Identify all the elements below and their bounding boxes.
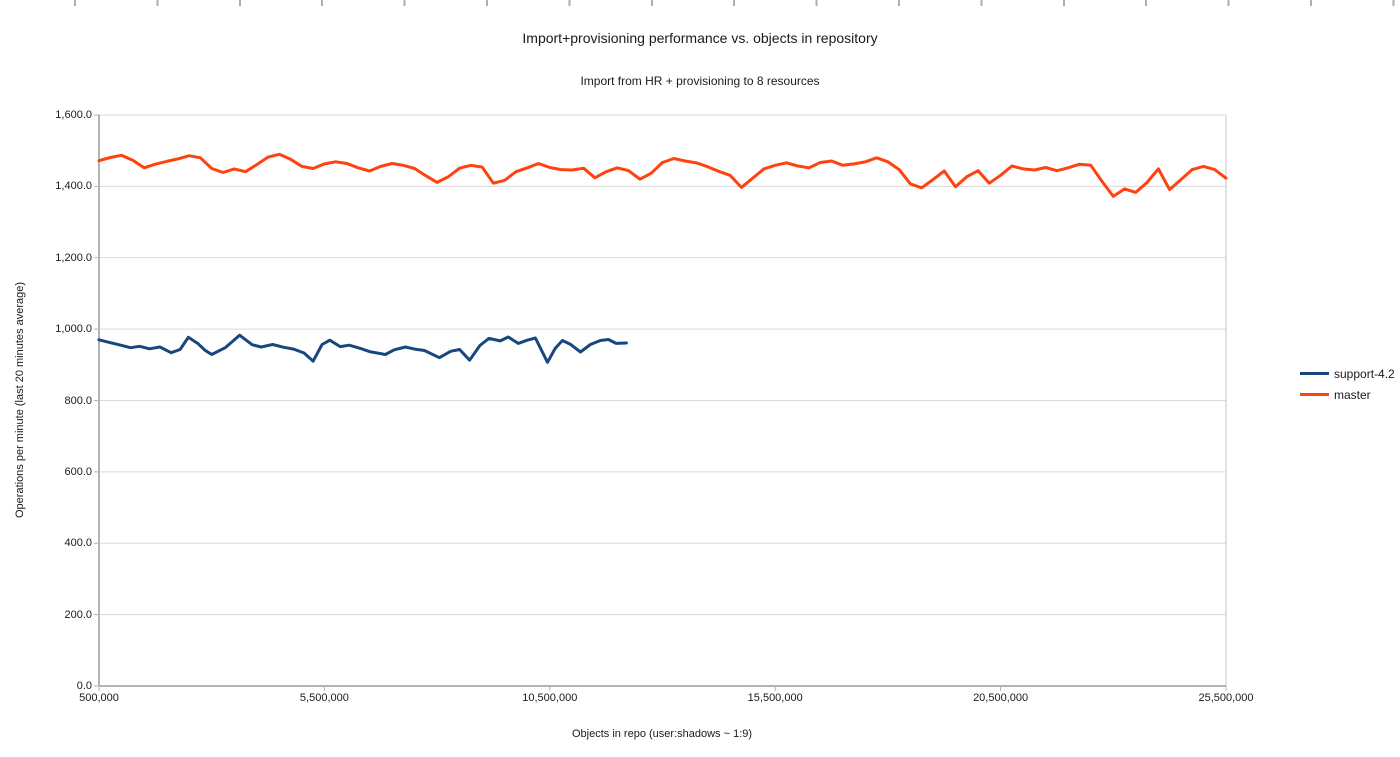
x-tick-label: 5,500,000 bbox=[299, 692, 349, 704]
y-tick-label: 0.0 bbox=[76, 680, 92, 692]
legend-label: support-4.2 bbox=[1334, 366, 1395, 381]
x-tick-label: 15,500,000 bbox=[747, 692, 803, 704]
y-tick-label: 400.0 bbox=[64, 537, 92, 550]
legend-item: support-4.2 bbox=[1300, 363, 1395, 384]
x-axis-title: Objects in repo (user:shadows ~ 1:9) bbox=[571, 728, 753, 740]
legend-swatch-master bbox=[1300, 393, 1329, 396]
legend-item: master bbox=[1300, 384, 1395, 405]
spreadsheet-column-marks bbox=[74, 0, 1400, 6]
x-tick-label: 10,500,000 bbox=[522, 692, 578, 704]
series-line-support-4.2 bbox=[97, 333, 628, 364]
x-tick-label: 20,500,000 bbox=[973, 692, 1029, 704]
y-tick-label: 200.0 bbox=[64, 608, 92, 621]
legend: support-4.2 master bbox=[1300, 363, 1395, 405]
y-tick-label: 1,200.0 bbox=[55, 251, 92, 264]
y-axis-title: Operations per minute (last 20 minutes a… bbox=[14, 281, 26, 519]
legend-label: master bbox=[1334, 387, 1371, 402]
y-tick-label: 800.0 bbox=[64, 394, 92, 407]
y-tick-label: 1,000.0 bbox=[55, 323, 92, 336]
y-tick-label: 1,600.0 bbox=[55, 109, 92, 121]
y-tick-label: 600.0 bbox=[64, 465, 92, 478]
chart-subtitle: Import from HR + provisioning to 8 resou… bbox=[580, 74, 820, 88]
legend-swatch-support-4.2 bbox=[1300, 372, 1329, 375]
chart-title: Import+provisioning performance vs. obje… bbox=[522, 30, 878, 46]
x-tick-label: 25,500,000 bbox=[1198, 692, 1254, 704]
x-tick-label: 500,000 bbox=[79, 692, 119, 704]
y-tick-label: 1,400.0 bbox=[55, 180, 92, 193]
series-line-master bbox=[97, 152, 1228, 198]
